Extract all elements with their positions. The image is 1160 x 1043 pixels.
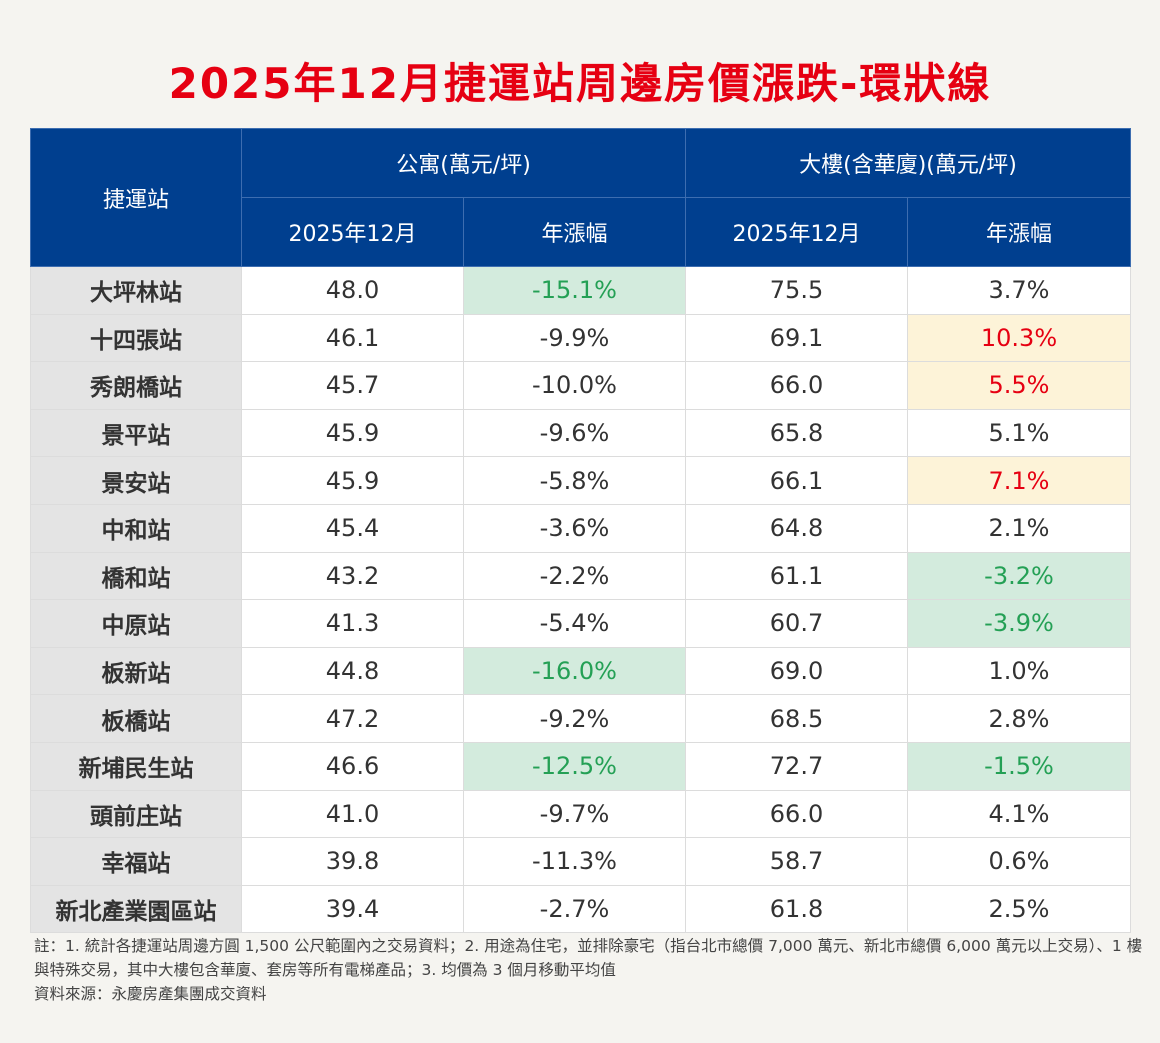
table-row: 秀朗橋站 45.7 -10.0% 66.0 5.5%: [30, 361, 1131, 410]
building-price-cell: 66.1: [685, 456, 908, 505]
building-price-cell: 69.0: [685, 646, 908, 696]
building-price-cell: 64.8: [685, 503, 908, 553]
building-change-cell: 3.7%: [907, 266, 1131, 315]
table-row: 大坪林站 48.0 -15.1% 75.5 3.7%: [30, 266, 1131, 315]
station-cell: 幸福站: [30, 837, 242, 886]
table-row: 中和站 45.4 -3.6% 64.8 2.1%: [30, 503, 1131, 553]
station-cell: 十四張站: [30, 313, 242, 363]
data-source: 資料來源：永慶房產集團成交資料: [34, 985, 267, 1003]
apartment-change-cell: -11.3%: [463, 837, 686, 886]
apartment-price-cell: 44.8: [241, 646, 464, 696]
apartment-price-cell: 39.4: [241, 884, 464, 934]
apartment-price-cell: 41.0: [241, 789, 464, 839]
apartment-change-cell: -5.8%: [463, 456, 686, 505]
building-price-cell: 61.1: [685, 551, 908, 601]
station-cell: 秀朗橋站: [30, 361, 242, 410]
table-row: 板新站 44.8 -16.0% 69.0 1.0%: [30, 646, 1131, 696]
building-price-cell: 60.7: [685, 599, 908, 648]
table-row: 景安站 45.9 -5.8% 66.1 7.1%: [30, 456, 1131, 505]
building-change-cell: -3.9%: [907, 599, 1131, 648]
apartment-price-cell: 46.1: [241, 313, 464, 363]
apartment-price-cell: 39.8: [241, 837, 464, 886]
station-cell: 大坪林站: [30, 266, 242, 315]
apartment-change-cell: -9.2%: [463, 694, 686, 743]
building-price-cell: 69.1: [685, 313, 908, 363]
apartment-price-cell: 47.2: [241, 694, 464, 743]
apartment-change-cell: -16.0%: [463, 646, 686, 696]
station-cell: 景平站: [30, 408, 242, 458]
apartment-change-cell: -9.9%: [463, 313, 686, 363]
apartment-price-cell: 46.6: [241, 741, 464, 791]
page-title: 2025年12月捷運站周邊房價漲跌-環狀線: [168, 59, 992, 108]
building-change-cell: 5.5%: [907, 361, 1131, 410]
building-change-cell: 0.6%: [907, 837, 1131, 886]
price-table: 捷運站 公寓(萬元/坪) 大樓(含華廈)(萬元/坪) 2025年12月 年漲幅 …: [30, 128, 1131, 934]
apartment-change-cell: -15.1%: [463, 266, 686, 315]
footnotes: 註：1. 統計各捷運站周邊方圓 1,500 公尺範圍內之交易資料；2. 用途為住…: [34, 934, 1144, 1006]
building-month-header: 2025年12月: [685, 197, 908, 267]
table-row: 板橋站 47.2 -9.2% 68.5 2.8%: [30, 694, 1131, 743]
apartment-month-header: 2025年12月: [241, 197, 464, 267]
apartment-change-cell: -10.0%: [463, 361, 686, 410]
building-change-header: 年漲幅: [907, 197, 1131, 267]
building-price-cell: 66.0: [685, 361, 908, 410]
station-cell: 新埔民生站: [30, 741, 242, 791]
apartment-change-cell: -9.7%: [463, 789, 686, 839]
building-change-cell: 2.1%: [907, 503, 1131, 553]
building-price-cell: 66.0: [685, 789, 908, 839]
table-row: 橋和站 43.2 -2.2% 61.1 -3.2%: [30, 551, 1131, 601]
apartment-change-cell: -5.4%: [463, 599, 686, 648]
apartment-price-cell: 45.7: [241, 361, 464, 410]
building-change-cell: 4.1%: [907, 789, 1131, 839]
table-row: 幸福站 39.8 -11.3% 58.7 0.6%: [30, 837, 1131, 886]
table-row: 頭前庄站 41.0 -9.7% 66.0 4.1%: [30, 789, 1131, 839]
station-cell: 板橋站: [30, 694, 242, 743]
station-cell: 板新站: [30, 646, 242, 696]
building-change-cell: 1.0%: [907, 646, 1131, 696]
building-price-cell: 72.7: [685, 741, 908, 791]
apartment-change-header: 年漲幅: [463, 197, 686, 267]
apartment-price-cell: 45.9: [241, 408, 464, 458]
apartment-header: 公寓(萬元/坪): [241, 128, 686, 198]
apartment-price-cell: 43.2: [241, 551, 464, 601]
building-change-cell: -3.2%: [907, 551, 1131, 601]
station-cell: 新北產業園區站: [30, 884, 242, 934]
building-price-cell: 75.5: [685, 266, 908, 315]
station-cell: 中和站: [30, 503, 242, 553]
building-price-cell: 65.8: [685, 408, 908, 458]
building-price-cell: 58.7: [685, 837, 908, 886]
table-row: 景平站 45.9 -9.6% 65.8 5.1%: [30, 408, 1131, 458]
station-cell: 中原站: [30, 599, 242, 648]
building-change-cell: 5.1%: [907, 408, 1131, 458]
apartment-change-cell: -2.2%: [463, 551, 686, 601]
building-change-cell: 7.1%: [907, 456, 1131, 505]
station-cell: 頭前庄站: [30, 789, 242, 839]
station-header: 捷運站: [30, 128, 242, 267]
building-header: 大樓(含華廈)(萬元/坪): [685, 128, 1131, 198]
footnote-text: 註：1. 統計各捷運站周邊方圓 1,500 公尺範圍內之交易資料；2. 用途為住…: [34, 937, 1143, 979]
table-row: 新埔民生站 46.6 -12.5% 72.7 -1.5%: [30, 741, 1131, 791]
station-cell: 橋和站: [30, 551, 242, 601]
apartment-change-cell: -2.7%: [463, 884, 686, 934]
table-row: 新北產業園區站 39.4 -2.7% 61.8 2.5%: [30, 884, 1131, 934]
apartment-price-cell: 45.4: [241, 503, 464, 553]
apartment-price-cell: 45.9: [241, 456, 464, 505]
table-row: 中原站 41.3 -5.4% 60.7 -3.9%: [30, 599, 1131, 648]
building-change-cell: 2.5%: [907, 884, 1131, 934]
apartment-price-cell: 48.0: [241, 266, 464, 315]
building-price-cell: 61.8: [685, 884, 908, 934]
table-row: 十四張站 46.1 -9.9% 69.1 10.3%: [30, 313, 1131, 363]
apartment-change-cell: -3.6%: [463, 503, 686, 553]
building-change-cell: 2.8%: [907, 694, 1131, 743]
apartment-price-cell: 41.3: [241, 599, 464, 648]
building-price-cell: 68.5: [685, 694, 908, 743]
station-cell: 景安站: [30, 456, 242, 505]
apartment-change-cell: -12.5%: [463, 741, 686, 791]
apartment-change-cell: -9.6%: [463, 408, 686, 458]
building-change-cell: -1.5%: [907, 741, 1131, 791]
building-change-cell: 10.3%: [907, 313, 1131, 363]
